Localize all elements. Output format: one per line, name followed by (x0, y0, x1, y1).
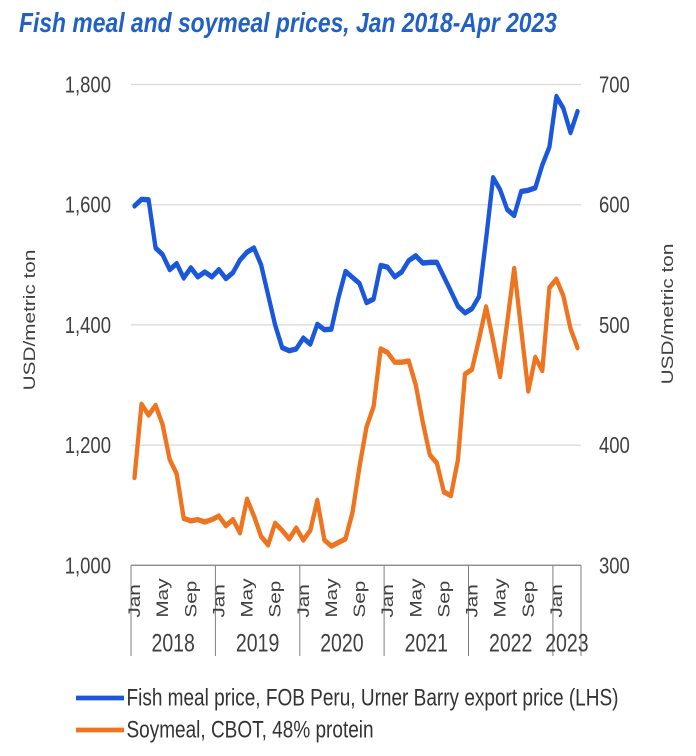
svg-text:Sep: Sep (519, 581, 537, 618)
svg-text:700: 700 (599, 73, 630, 98)
svg-text:2020: 2020 (320, 629, 363, 657)
svg-text:1,600: 1,600 (65, 193, 111, 218)
svg-text:500: 500 (599, 313, 630, 338)
svg-text:2019: 2019 (236, 629, 279, 657)
svg-text:300: 300 (599, 553, 630, 578)
svg-text:Soymeal, CBOT, 48% protein: Soymeal, CBOT, 48% protein (127, 715, 374, 743)
svg-text:Fish meal and soymeal prices,: Fish meal and soymeal prices, Jan 2018-A… (19, 8, 557, 39)
svg-text:1,400: 1,400 (65, 313, 111, 338)
svg-text:Jan: Jan (378, 584, 396, 617)
svg-text:May: May (153, 578, 171, 618)
svg-text:Sep: Sep (266, 581, 284, 618)
svg-text:2022: 2022 (489, 629, 532, 657)
svg-text:1,800: 1,800 (65, 73, 111, 98)
svg-text:400: 400 (599, 433, 630, 458)
svg-text:1,000: 1,000 (65, 553, 111, 578)
svg-text:Jan: Jan (209, 584, 227, 617)
svg-text:2018: 2018 (152, 629, 195, 657)
svg-text:May: May (491, 578, 509, 618)
svg-text:Jan: Jan (125, 584, 143, 617)
svg-text:May: May (322, 578, 340, 618)
svg-text:600: 600 (599, 193, 630, 218)
svg-text:Sep: Sep (350, 581, 368, 618)
svg-text:USD/metric ton: USD/metric ton (20, 250, 38, 391)
svg-text:Jan: Jan (463, 584, 481, 617)
svg-text:Sep: Sep (434, 581, 452, 618)
svg-text:May: May (406, 578, 424, 618)
svg-text:1,200: 1,200 (65, 433, 111, 458)
svg-text:May: May (238, 578, 256, 618)
svg-text:2023: 2023 (545, 629, 588, 657)
svg-text:USD/metric ton: USD/metric ton (658, 244, 676, 385)
svg-text:Jan: Jan (294, 584, 312, 617)
svg-text:Sep: Sep (181, 581, 199, 618)
svg-text:2021: 2021 (405, 629, 448, 657)
svg-text:Jan: Jan (547, 584, 565, 617)
svg-text:Fish meal price, FOB Peru, Urn: Fish meal price, FOB Peru, Urner Barry e… (127, 683, 619, 711)
